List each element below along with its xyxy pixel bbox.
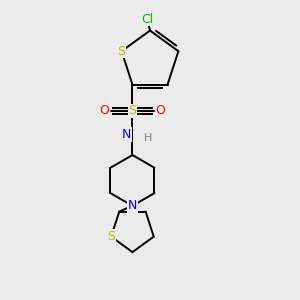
Text: S: S: [107, 230, 115, 243]
Text: S: S: [128, 104, 136, 117]
Text: O: O: [156, 104, 166, 117]
Text: S: S: [118, 45, 126, 58]
Text: N: N: [128, 199, 137, 212]
Text: N: N: [122, 128, 131, 141]
Text: O: O: [99, 104, 109, 117]
Text: H: H: [144, 133, 152, 143]
Text: Cl: Cl: [141, 13, 153, 26]
